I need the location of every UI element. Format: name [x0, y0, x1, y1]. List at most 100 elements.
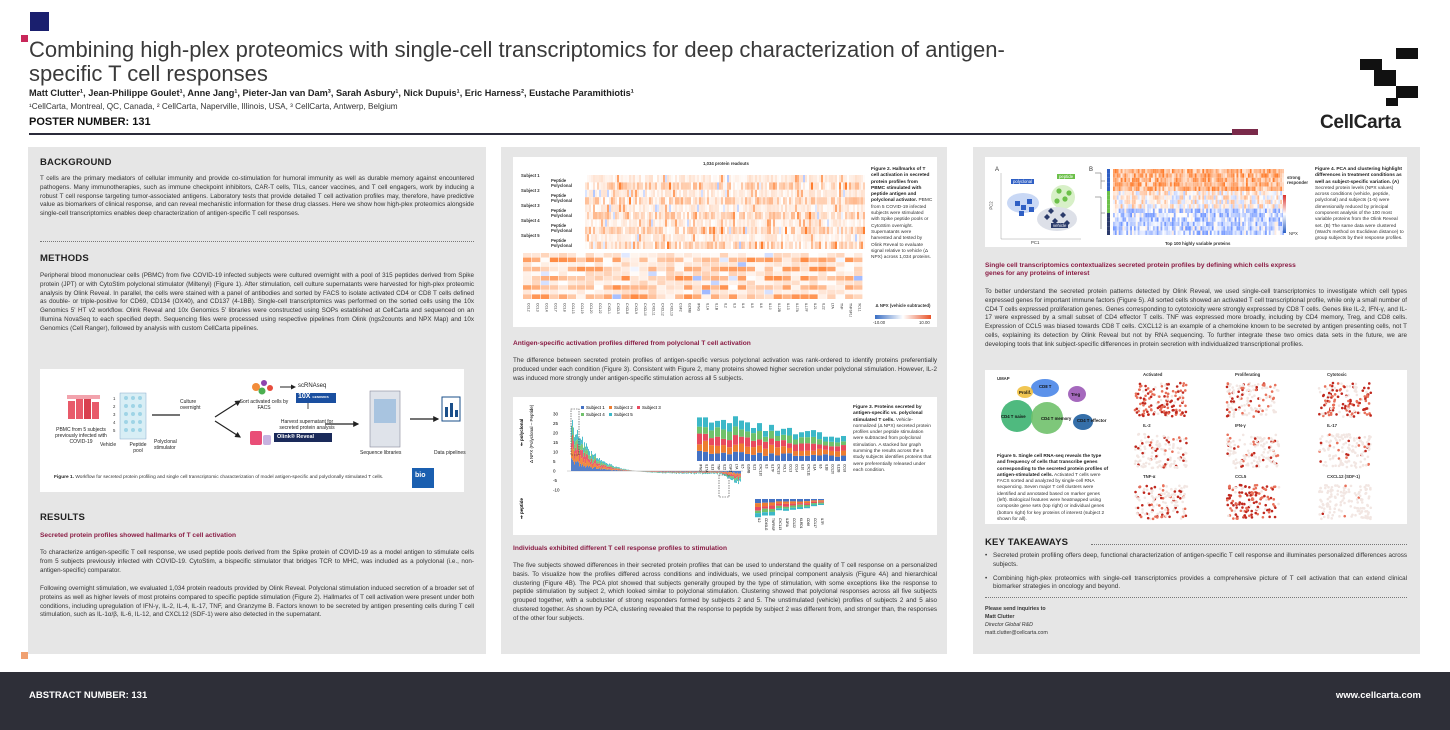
heatmap-cell: [715, 212, 717, 220]
heatmap-cell: [759, 212, 761, 220]
fig5-cell-point: [1270, 399, 1274, 403]
heatmap-cell: [1166, 208, 1169, 213]
fig3-bar: [694, 472, 695, 474]
heatmap-cell: [675, 262, 684, 267]
heatmap-cell: [845, 257, 854, 263]
fig3-zoom-bar: [745, 431, 750, 438]
heatmap-cell: [601, 204, 603, 212]
umap-cluster-label: Treg: [1071, 392, 1081, 397]
heatmap-cell: [737, 175, 739, 183]
heatmap-cell: [1249, 213, 1252, 218]
fig5-cell-point: [1331, 394, 1334, 398]
heatmap-cell: [1194, 217, 1197, 222]
heatmap-cell: [1135, 199, 1138, 205]
heatmap-cell: [1145, 173, 1148, 178]
heatmap-cell: [667, 189, 669, 198]
fig3-zoom-bar: [762, 502, 768, 507]
heatmap-cell: [671, 204, 673, 212]
fig3-bar: [698, 472, 699, 474]
heatmap-cell: [861, 212, 863, 220]
fig5-cell-point: [1324, 412, 1327, 415]
heatmap-cell: [603, 234, 605, 242]
heatmap-cell: [843, 204, 845, 212]
heatmap-cell: [761, 189, 763, 198]
heatmap-cell: [601, 234, 603, 242]
heatmap-cell: [1280, 177, 1283, 183]
heatmap-cell: [1126, 226, 1129, 231]
heatmap-cell: [619, 219, 621, 227]
fig3-bar: [677, 471, 678, 472]
heatmap-cell: [800, 289, 809, 295]
fig3-bar: [574, 444, 575, 451]
heatmap-cell: [723, 204, 725, 212]
heatmap-cell: [709, 219, 711, 227]
heatmap-cell: [746, 271, 756, 276]
heatmap-cell: [630, 271, 639, 276]
fig5-cell-point: [1328, 383, 1332, 387]
heatmap-cell: [1120, 230, 1123, 235]
fig3-bar: [695, 472, 696, 473]
heatmap-cell: [609, 189, 611, 198]
heatmap-cell: [1143, 208, 1146, 213]
heatmap-cell: [1160, 182, 1163, 187]
heatmap-cell: [1246, 169, 1248, 174]
heatmap-cell: [789, 197, 791, 205]
heatmap-cell: [777, 175, 779, 183]
heatmap-cell: [779, 197, 781, 205]
fig3-bar: [610, 468, 611, 471]
fig3-bar: [611, 467, 612, 469]
heatmap-cell: [653, 204, 655, 212]
fig3-bar: [722, 471, 723, 473]
fig3-bar: [732, 476, 733, 479]
fig5-cell-point: [1181, 396, 1185, 400]
heatmap-cell: [1206, 221, 1208, 227]
heatmap-cell: [747, 234, 749, 242]
fig3-bar: [706, 472, 707, 474]
fig3-zoom-bar: [769, 438, 774, 445]
fig3-bar: [731, 471, 732, 473]
fig3-bar: [571, 425, 572, 437]
heatmap-cell: [705, 226, 707, 235]
heatmap-cell: [1158, 169, 1161, 174]
heatmap-cell: [585, 197, 587, 205]
heatmap-cell: [673, 197, 675, 205]
heatmap-cell: [845, 234, 847, 242]
fig1-scrnaseq: scRNAseq: [298, 383, 327, 389]
heatmap-cell: [1179, 177, 1182, 183]
heatmap-cell: [1249, 221, 1252, 227]
fig5-cell-point: [1346, 407, 1350, 411]
fig3-zoom-bar: [790, 505, 796, 508]
heatmap-cell: [689, 175, 691, 183]
heatmap-cell: [1251, 195, 1254, 200]
heatmap-cell: [775, 204, 777, 212]
heatmap-cell: [1135, 208, 1138, 213]
heatmap-cell: [771, 212, 773, 220]
fig3-zoom-bar: [818, 500, 824, 502]
fig3-bar: [599, 457, 600, 461]
heatmap-cell: [1149, 177, 1151, 183]
heatmap-cell: [837, 204, 839, 212]
fig5-cell-point: [1245, 413, 1249, 417]
heatmap-cell: [1257, 191, 1260, 196]
fig5-cell-point: [1182, 382, 1186, 385]
heatmap-cell: [611, 197, 613, 205]
heatmap-cell: [591, 189, 593, 198]
heatmap-cell: [709, 212, 711, 220]
fig3-bar: [716, 472, 717, 474]
heatmap-cell: [1168, 186, 1170, 191]
heatmap-cell: [1139, 177, 1142, 183]
heatmap-cell: [1175, 191, 1178, 196]
fig3-bar: [732, 474, 733, 477]
heatmap-cell: [785, 175, 787, 183]
heatmap-cell: [845, 280, 854, 286]
heatmap-cell: [1223, 199, 1226, 205]
fig5-cell-point: [1152, 447, 1155, 451]
heatmap-cell: [1240, 182, 1243, 187]
heatmap-cell: [1141, 208, 1144, 213]
heatmap-cell: [789, 226, 791, 235]
fig3-zoom-bar: [755, 503, 761, 507]
fig3-zoom-bar: [776, 503, 782, 506]
heatmap-cell: [813, 175, 815, 183]
heatmap-cell: [1170, 213, 1172, 218]
fig3-bar: [740, 475, 741, 477]
